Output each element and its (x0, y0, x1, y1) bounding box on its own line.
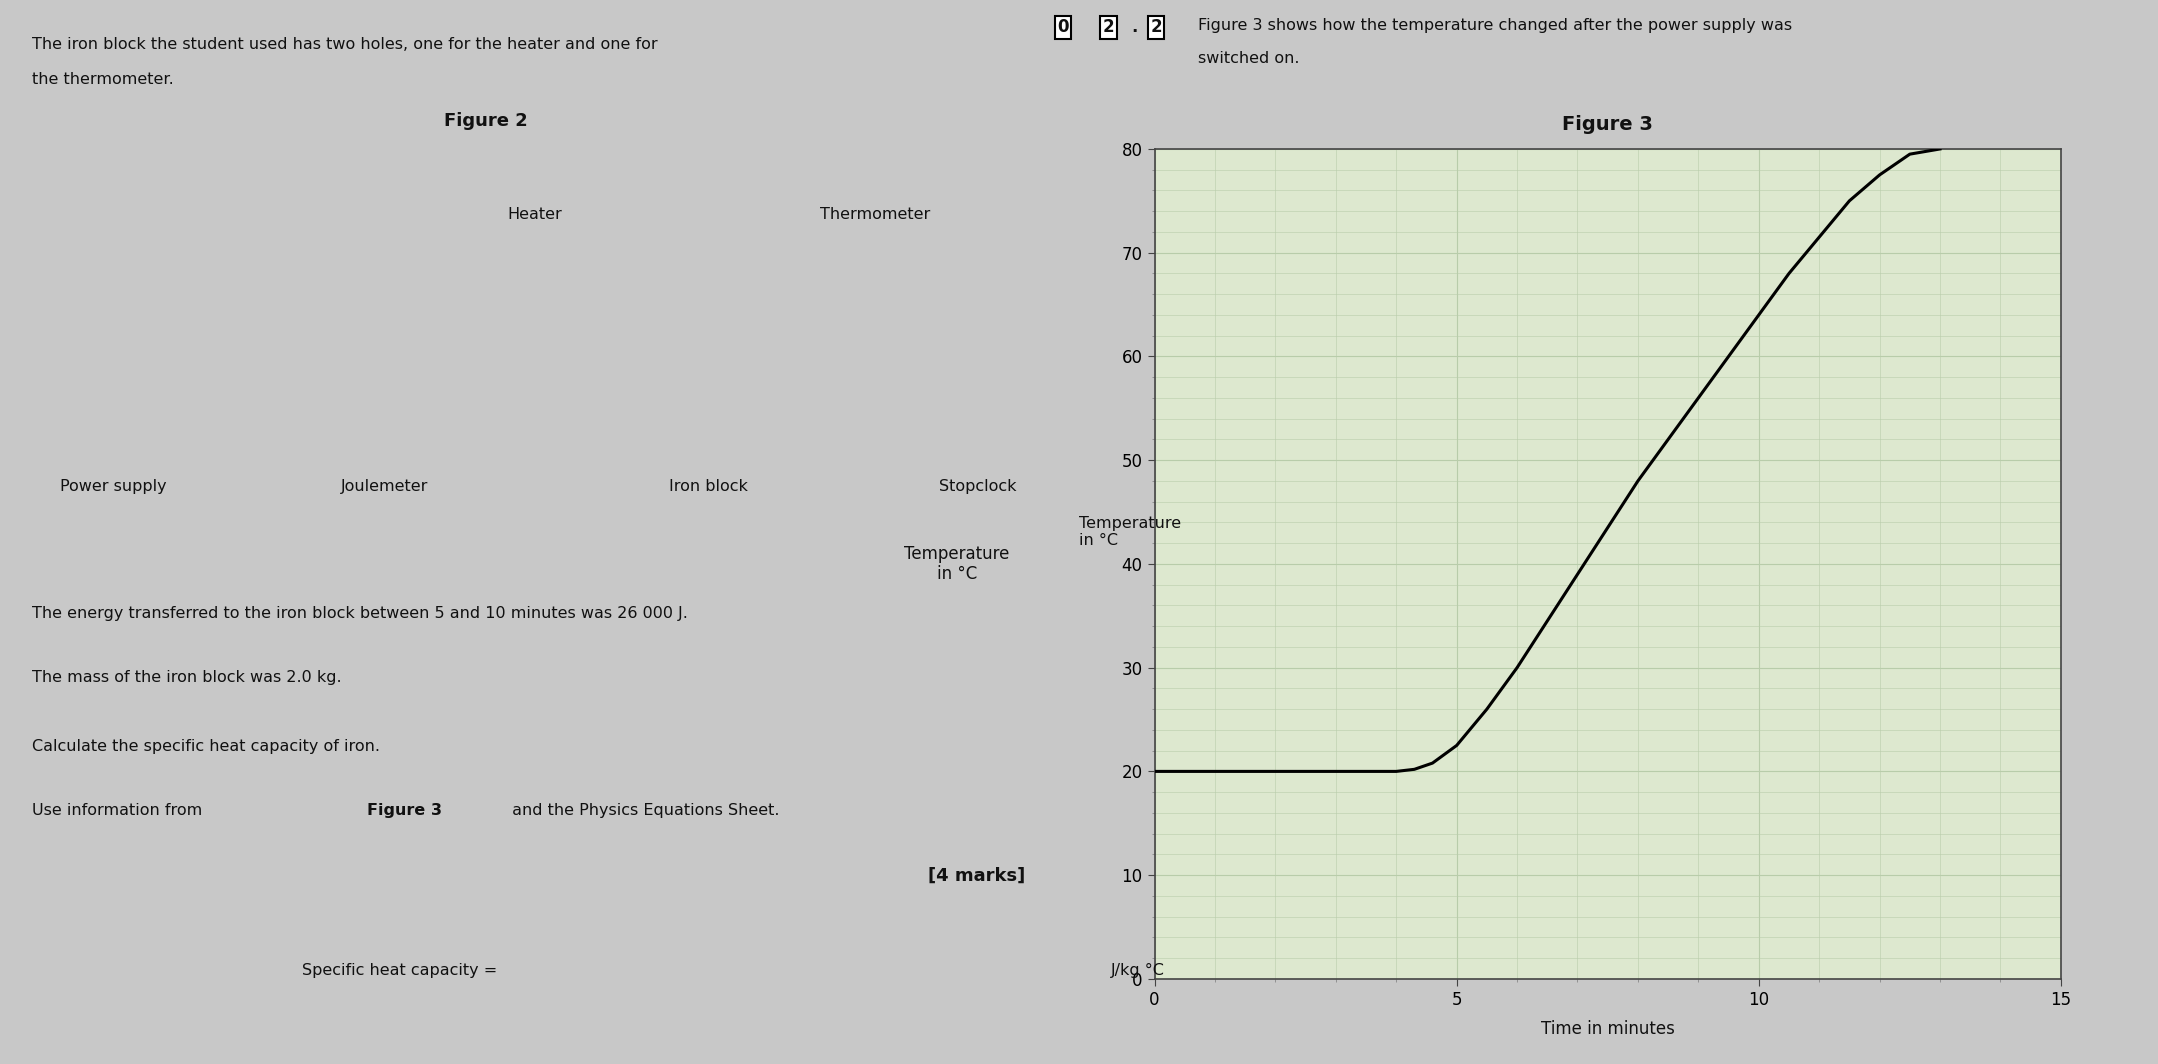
Text: Figure 3: Figure 3 (367, 803, 442, 818)
Text: 0: 0 (1057, 18, 1068, 36)
Text: Stopclock: Stopclock (939, 479, 1016, 494)
Text: Iron block: Iron block (669, 479, 749, 494)
Text: Heater: Heater (507, 207, 563, 222)
Text: Thermometer: Thermometer (820, 207, 930, 222)
Text: Use information from: Use information from (32, 803, 207, 818)
Text: Power supply: Power supply (60, 479, 166, 494)
Text: The mass of the iron block was 2.0 kg.: The mass of the iron block was 2.0 kg. (32, 670, 341, 685)
Text: The iron block the student used has two holes, one for the heater and one for: The iron block the student used has two … (32, 37, 658, 52)
Text: Temperature
in °C: Temperature in °C (1079, 516, 1180, 548)
Text: The energy transferred to the iron block between 5 and 10 minutes was 26 000 J.: The energy transferred to the iron block… (32, 606, 688, 621)
Y-axis label: Temperature
in °C: Temperature in °C (904, 545, 1010, 583)
Text: J/kg °C: J/kg °C (1111, 963, 1165, 978)
Text: Specific heat capacity =: Specific heat capacity = (302, 963, 503, 978)
Text: Calculate the specific heat capacity of iron.: Calculate the specific heat capacity of … (32, 739, 380, 754)
Text: Figure 3 shows how the temperature changed after the power supply was: Figure 3 shows how the temperature chang… (1198, 18, 1791, 33)
X-axis label: Time in minutes: Time in minutes (1541, 1019, 1675, 1037)
Text: Figure 2: Figure 2 (445, 112, 527, 130)
Text: the thermometer.: the thermometer. (32, 72, 175, 87)
Text: .: . (1131, 18, 1137, 36)
Title: Figure 3: Figure 3 (1562, 115, 1653, 133)
Text: 2: 2 (1103, 18, 1114, 36)
Text: Joulemeter: Joulemeter (341, 479, 427, 494)
Text: and the Physics Equations Sheet.: and the Physics Equations Sheet. (507, 803, 779, 818)
Text: 2: 2 (1150, 18, 1161, 36)
Text: switched on.: switched on. (1198, 51, 1299, 66)
Text: [4 marks]: [4 marks] (928, 867, 1025, 885)
